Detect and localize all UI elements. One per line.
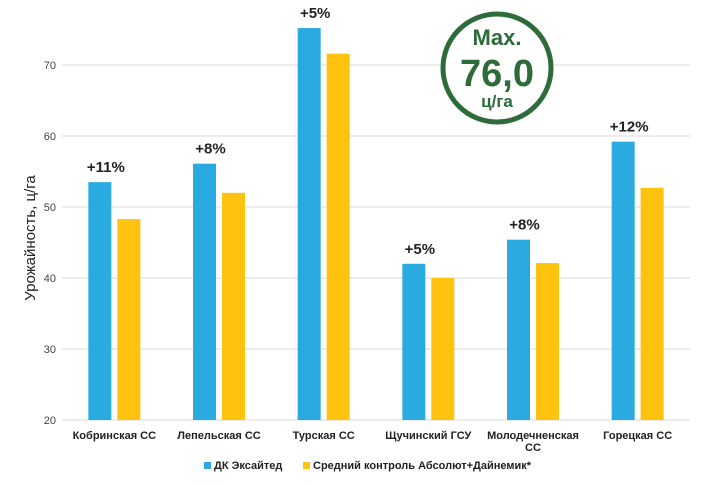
legend-label-average-control: Средний контроль Абсолют+Дайнемик* — [313, 460, 532, 472]
bar-dk-excited — [611, 141, 635, 420]
x-tick-label: Щучинский ГСУ — [385, 430, 471, 442]
data-label: +8% — [509, 217, 539, 234]
data-label: +8% — [195, 141, 225, 158]
y-tick-label: 40 — [44, 273, 56, 285]
data-label: +11% — [87, 159, 125, 176]
badge-circle — [440, 11, 554, 125]
legend-swatch-average-control — [303, 462, 310, 469]
legend-swatch-dk-excited — [204, 462, 211, 469]
bar-average-control — [431, 278, 455, 420]
bar-dk-excited — [297, 28, 321, 421]
data-labels: +11% +8% +5% +5% +8% +12% — [87, 5, 649, 258]
x-tick-label: СС — [525, 442, 541, 454]
y-axis-label: Урожайность, ц/га — [22, 175, 39, 301]
data-label: +5% — [300, 5, 330, 22]
x-axis-ticks: Кобринская СС Лепельская СС Турская СС Щучи… — [73, 430, 673, 454]
y-tick-label: 50 — [44, 202, 56, 214]
bar-dk-excited — [507, 239, 530, 420]
bars — [88, 28, 664, 421]
bar-average-control — [640, 187, 664, 420]
gridlines — [62, 64, 690, 421]
bar-average-control — [536, 263, 559, 420]
x-tick-label: Турская СС — [293, 430, 355, 442]
bar-dk-excited — [193, 163, 216, 420]
data-label: +12% — [610, 119, 649, 136]
badge-max-value: 76,0 — [460, 53, 534, 95]
x-tick-label: Молодечненская — [487, 430, 579, 442]
badge-max-label: Max. — [473, 25, 522, 50]
y-tick-label: 60 — [44, 131, 56, 143]
y-axis-ticks: 20 30 40 50 60 70 — [44, 60, 56, 427]
y-tick-label: 70 — [44, 60, 56, 72]
legend-label-dk-excited: ДК Эксайтед — [214, 460, 282, 472]
bar-average-control — [222, 192, 245, 420]
bar-average-control — [326, 53, 350, 420]
legend: ДК Эксайтед Средний контроль Абсолют+Дай… — [204, 460, 532, 472]
badge-unit: ц/га — [481, 92, 513, 111]
max-yield-badge: Max. 76,0 ц/га — [440, 11, 554, 125]
x-tick-label: Горецкая СС — [603, 430, 672, 442]
y-tick-label: 30 — [44, 344, 56, 356]
y-tick-label: 20 — [44, 415, 56, 427]
bar-dk-excited — [402, 263, 426, 420]
bar-average-control — [117, 219, 141, 420]
data-label: +5% — [405, 241, 435, 258]
x-tick-label: Лепельская СС — [177, 430, 261, 442]
bar-dk-excited — [88, 182, 112, 420]
x-tick-label: Кобринская СС — [73, 430, 157, 442]
